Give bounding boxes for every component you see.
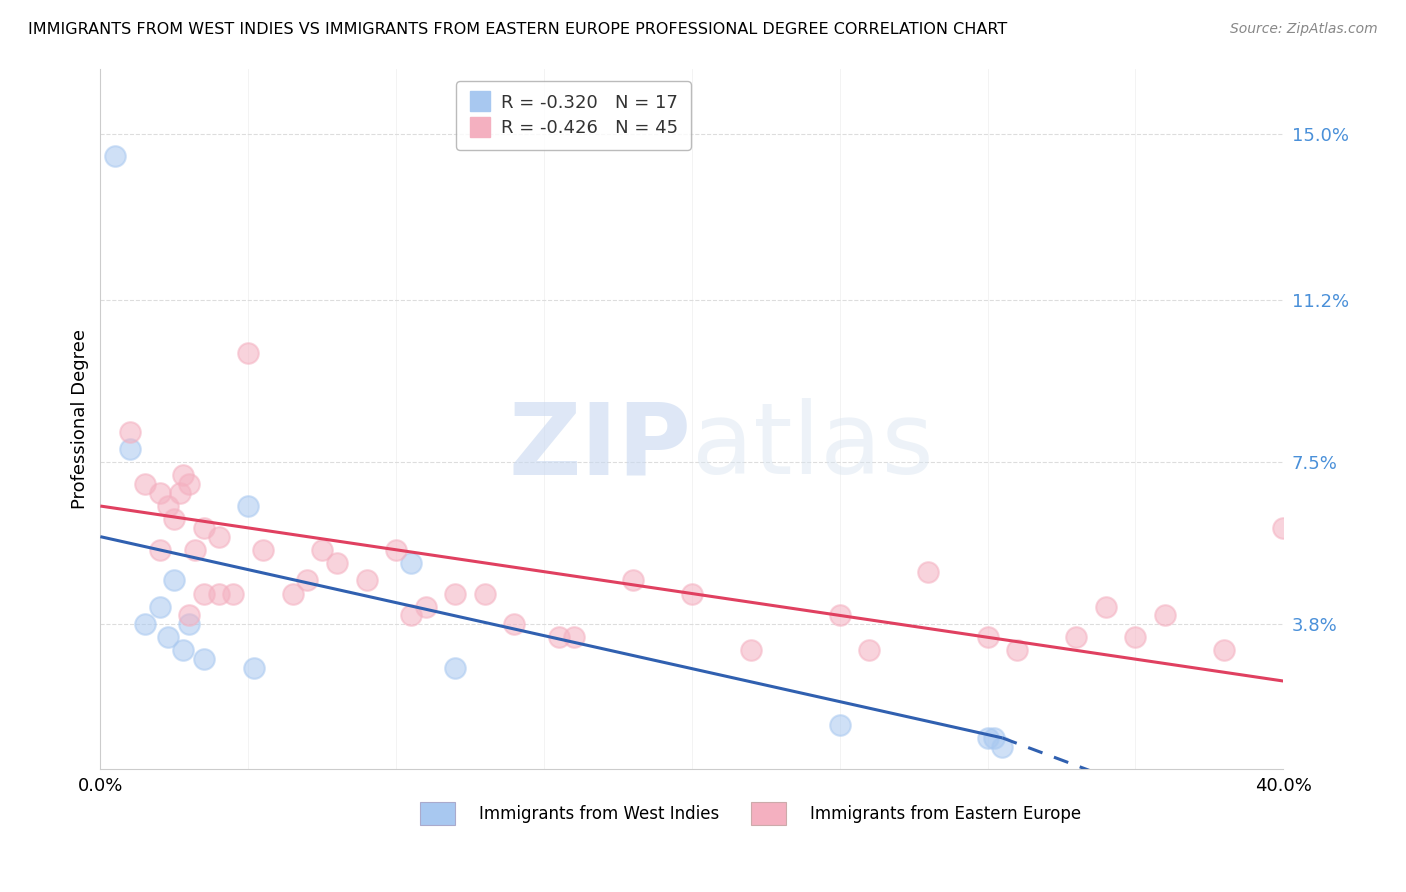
Point <box>828 718 851 732</box>
Point <box>1095 599 1118 614</box>
Point <box>169 486 191 500</box>
Text: ZIP: ZIP <box>509 398 692 495</box>
Point <box>243 661 266 675</box>
Point <box>163 512 186 526</box>
Point <box>184 542 207 557</box>
Point <box>134 617 156 632</box>
Point <box>562 630 585 644</box>
Bar <box>420 802 456 824</box>
Point <box>1005 643 1028 657</box>
Point <box>474 586 496 600</box>
Point <box>163 574 186 588</box>
Point <box>104 149 127 163</box>
Bar <box>751 802 786 824</box>
Point <box>917 565 939 579</box>
Point <box>193 521 215 535</box>
Point <box>1154 608 1177 623</box>
Point <box>134 477 156 491</box>
Point <box>238 499 260 513</box>
Point <box>118 425 141 439</box>
Point <box>193 586 215 600</box>
Point <box>1213 643 1236 657</box>
Text: Source: ZipAtlas.com: Source: ZipAtlas.com <box>1230 22 1378 37</box>
Point <box>177 617 200 632</box>
Point <box>208 530 231 544</box>
Point <box>1272 521 1295 535</box>
Point <box>157 499 180 513</box>
Point <box>547 630 569 644</box>
Point <box>356 574 378 588</box>
Y-axis label: Professional Degree: Professional Degree <box>72 328 89 508</box>
Point <box>311 542 333 557</box>
Text: Immigrants from West Indies: Immigrants from West Indies <box>479 805 718 823</box>
Point <box>740 643 762 657</box>
Point <box>399 556 422 570</box>
Point <box>444 661 467 675</box>
Point <box>118 442 141 457</box>
Point <box>157 630 180 644</box>
Point <box>208 586 231 600</box>
Point <box>385 542 408 557</box>
Point <box>193 652 215 666</box>
Point <box>172 643 194 657</box>
Point <box>503 617 526 632</box>
Point <box>148 599 170 614</box>
Point <box>177 608 200 623</box>
Point <box>281 586 304 600</box>
Text: IMMIGRANTS FROM WEST INDIES VS IMMIGRANTS FROM EASTERN EUROPE PROFESSIONAL DEGRE: IMMIGRANTS FROM WEST INDIES VS IMMIGRANT… <box>28 22 1007 37</box>
Point <box>297 574 319 588</box>
Point <box>983 731 1005 745</box>
Point <box>976 630 998 644</box>
Point <box>238 346 260 360</box>
Point <box>252 542 274 557</box>
Point <box>681 586 703 600</box>
Point <box>621 574 644 588</box>
Point <box>828 608 851 623</box>
Point <box>148 542 170 557</box>
Point <box>1066 630 1088 644</box>
Point <box>172 468 194 483</box>
Point <box>399 608 422 623</box>
Point <box>326 556 349 570</box>
Point <box>858 643 880 657</box>
Point <box>976 731 998 745</box>
Text: Immigrants from Eastern Europe: Immigrants from Eastern Europe <box>810 805 1081 823</box>
Legend: R = -0.320   N = 17, R = -0.426   N = 45: R = -0.320 N = 17, R = -0.426 N = 45 <box>456 81 690 150</box>
Point <box>1125 630 1147 644</box>
Point <box>222 586 245 600</box>
Text: atlas: atlas <box>692 398 934 495</box>
Point <box>991 739 1014 754</box>
Point <box>177 477 200 491</box>
Point <box>148 486 170 500</box>
Point <box>444 586 467 600</box>
Point <box>415 599 437 614</box>
